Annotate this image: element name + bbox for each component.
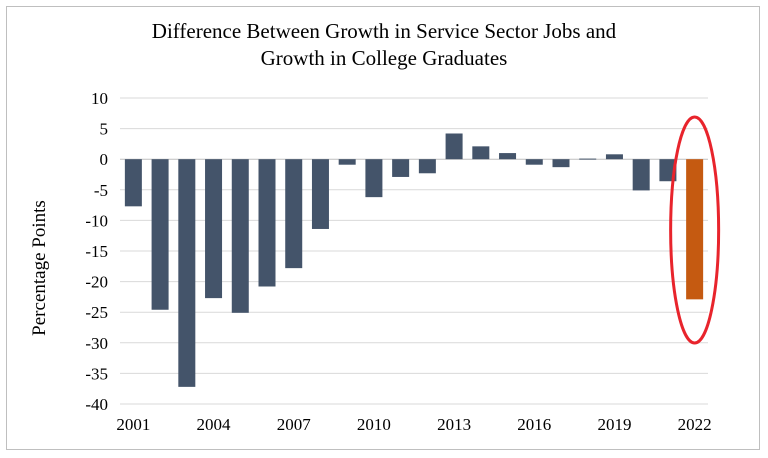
bar-2003 [178,159,196,387]
bar-2014 [472,146,490,160]
bar-2005 [231,159,249,313]
x-tick-label: 2019 [597,415,631,434]
chart-title-line-2: Growth in College Graduates [260,46,508,70]
bar-2019 [605,154,623,160]
bar-2013 [445,133,463,160]
x-tick-label: 2001 [116,415,150,434]
bar-2020 [632,159,650,191]
y-tick-label: -10 [85,211,108,230]
bar-2022 [686,159,704,300]
y-tick-label: -35 [85,364,108,383]
bar-2017 [552,159,570,168]
chart-frame [6,6,760,450]
bar-2008 [311,159,329,229]
x-tick-label: 2004 [197,415,232,434]
y-tick-label: 5 [100,120,109,139]
bar-2015 [499,153,517,160]
x-tick-label: 2013 [437,415,471,434]
bar-2004 [205,159,223,299]
y-tick-label: -25 [85,303,108,322]
chart-title-line-1: Difference Between Growth in Service Sec… [151,19,617,43]
bar-2009 [338,159,356,165]
bar-2002 [151,159,169,310]
y-tick-label: -40 [85,395,108,414]
y-tick-label: 0 [100,150,109,169]
highlight-ellipse [669,115,721,345]
x-tick-label: 2022 [678,415,712,434]
chart-title: Difference Between Growth in Service Sec… [0,18,768,72]
x-tick-label: 2007 [277,415,312,434]
y-tick-label: -20 [85,273,108,292]
y-tick-label: -5 [94,181,108,200]
bar-2018 [579,158,597,160]
bar-2016 [525,159,543,165]
y-tick-label: 10 [91,89,108,108]
y-tick-label: -30 [85,334,108,353]
bar-2001 [124,159,142,207]
y-tick-label: -15 [85,242,108,261]
bar-2012 [418,159,436,174]
x-tick-label: 2016 [517,415,551,434]
bar-2007 [285,159,303,269]
bar-2011 [392,159,410,177]
bar-2010 [365,159,383,198]
bar-2006 [258,159,276,287]
x-tick-label: 2010 [357,415,391,434]
